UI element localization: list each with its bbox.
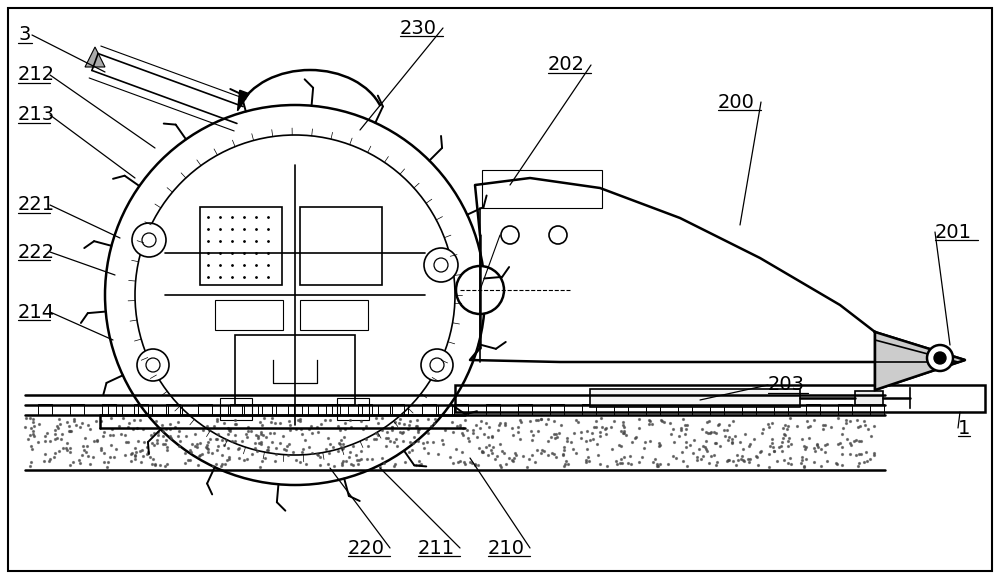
Text: 201: 201 [935, 222, 972, 241]
Bar [198, 404, 212, 415]
Text: 211: 211 [418, 538, 455, 558]
Text: 210: 210 [488, 538, 525, 558]
Circle shape [146, 358, 160, 372]
Bar [200, 207, 282, 285]
Bar [230, 404, 244, 415]
Bar [646, 404, 660, 415]
Bar [348, 405, 362, 415]
Bar [482, 170, 602, 208]
Bar [228, 405, 242, 415]
Circle shape [430, 358, 444, 372]
Bar [774, 404, 788, 415]
Bar [518, 404, 532, 415]
Bar [582, 404, 596, 415]
Circle shape [934, 352, 946, 364]
Circle shape [456, 266, 504, 314]
Bar [438, 405, 452, 415]
Bar [262, 404, 276, 415]
Bar [486, 404, 500, 415]
Polygon shape [875, 332, 965, 390]
Circle shape [549, 226, 567, 244]
Bar [138, 405, 152, 415]
Bar [742, 404, 756, 415]
Bar [838, 404, 852, 415]
Bar [550, 404, 564, 415]
Bar [235, 335, 355, 405]
Bar [455, 385, 985, 412]
Bar [198, 405, 212, 415]
Bar [678, 404, 692, 415]
Bar [390, 404, 404, 415]
Bar [358, 404, 372, 415]
Bar [326, 404, 340, 415]
Circle shape [424, 248, 458, 282]
Circle shape [137, 349, 169, 381]
Bar [102, 404, 116, 415]
Polygon shape [238, 90, 249, 111]
Circle shape [421, 349, 453, 381]
Bar [318, 405, 332, 415]
Bar [806, 404, 820, 415]
Circle shape [132, 223, 166, 257]
Text: 3: 3 [18, 25, 30, 45]
Text: 230: 230 [400, 19, 437, 38]
Bar [408, 405, 422, 415]
Bar [422, 404, 436, 415]
Bar [134, 404, 148, 415]
Text: 220: 220 [348, 538, 385, 558]
Bar [108, 405, 122, 415]
Text: 221: 221 [18, 196, 55, 214]
Bar [294, 404, 308, 415]
Bar [454, 404, 468, 415]
Bar [70, 404, 84, 415]
Bar [855, 391, 883, 405]
Bar [168, 405, 182, 415]
Bar [288, 405, 302, 415]
Bar [337, 398, 369, 420]
Text: 214: 214 [18, 302, 55, 321]
Circle shape [434, 258, 448, 272]
Bar [215, 300, 283, 330]
Bar [870, 404, 884, 415]
Text: 203: 203 [768, 376, 805, 394]
Bar [300, 300, 368, 330]
Bar [220, 398, 252, 420]
Text: 222: 222 [18, 243, 55, 262]
Bar [614, 404, 628, 415]
Bar [166, 404, 180, 415]
Bar [378, 405, 392, 415]
Text: 213: 213 [18, 105, 55, 124]
Text: 1: 1 [958, 419, 970, 438]
Circle shape [927, 345, 953, 371]
Bar [258, 405, 272, 415]
Bar [710, 404, 724, 415]
Bar [38, 404, 52, 415]
Bar [590, 389, 800, 407]
Text: 202: 202 [548, 56, 585, 75]
Polygon shape [85, 47, 105, 67]
Text: 200: 200 [718, 93, 755, 112]
Circle shape [142, 233, 156, 247]
Circle shape [501, 226, 519, 244]
Bar [300, 207, 382, 285]
Text: 212: 212 [18, 65, 55, 85]
